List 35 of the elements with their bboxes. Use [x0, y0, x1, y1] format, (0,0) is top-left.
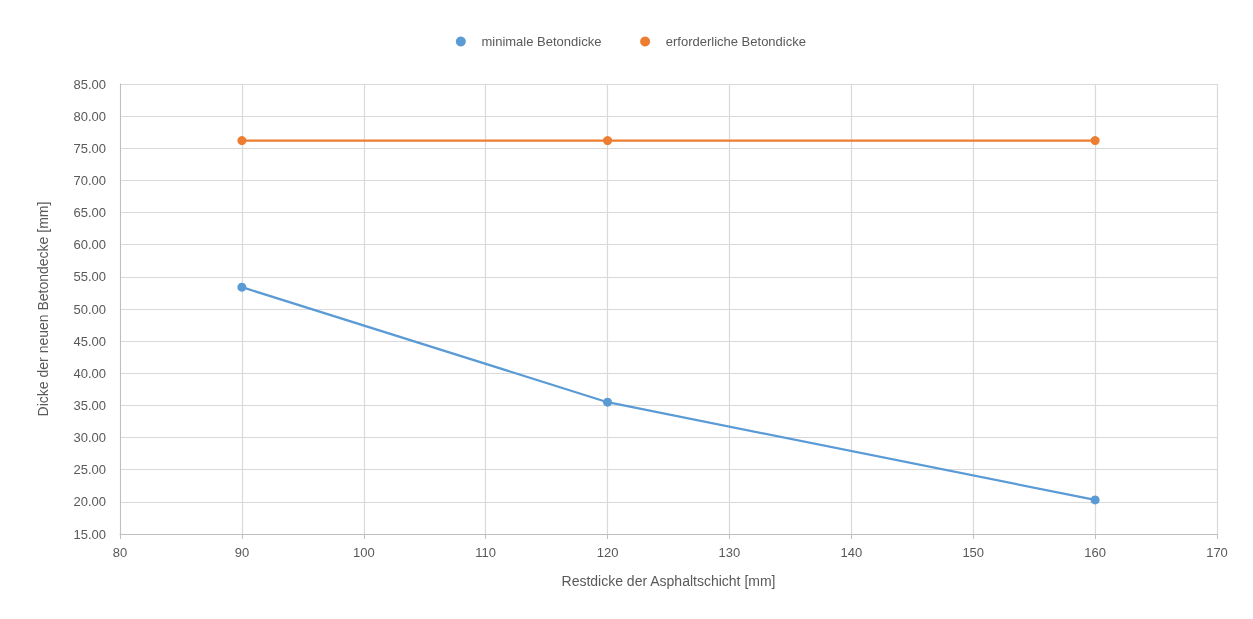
point: [1090, 495, 1100, 505]
point: [237, 136, 247, 146]
y-tick-label: 35.00: [73, 397, 106, 413]
y-tick-label: 70.00: [73, 172, 106, 188]
point: [237, 282, 247, 292]
x-axis-title: Restdicke der Asphaltschicht [mm]: [561, 573, 776, 589]
legend-label: minimale Betondicke: [481, 34, 602, 49]
legend-label: erforderliche Betondicke: [665, 34, 806, 49]
y-tick-label: 85.00: [73, 76, 106, 92]
x-tick-label: 160: [1084, 545, 1106, 560]
y-tick-label: 65.00: [73, 205, 106, 221]
x-tick-label: 170: [1206, 545, 1228, 560]
y-tick-label: 80.00: [73, 108, 106, 124]
x-tick-label: 120: [596, 545, 619, 560]
x-tick-label: 100: [352, 545, 375, 560]
y-tick-label: 50.00: [73, 301, 106, 317]
y-tick-label: 20.00: [73, 494, 106, 510]
y-tick-label: 45.00: [73, 333, 106, 349]
x-tick-label: 150: [962, 545, 985, 560]
point: [603, 397, 613, 407]
x-tick-label: 110: [475, 545, 497, 560]
x-tick-label: 80: [112, 545, 128, 560]
y-tick-label: 75.00: [73, 140, 106, 156]
x-tick-label: 90: [234, 545, 250, 560]
y-tick-label: 30.00: [73, 430, 106, 446]
y-axis-title: Dicke der neuen Betondecke [mm]: [35, 201, 51, 417]
x-tick-label: 130: [718, 545, 741, 560]
y-tick-label: 40.00: [73, 365, 106, 381]
y-tick-label: 55.00: [73, 269, 106, 285]
point: [603, 136, 613, 146]
y-tick-label: 15.00: [73, 526, 106, 542]
x-tick-label: 140: [840, 545, 863, 560]
y-tick-label: 60.00: [73, 237, 106, 253]
point: [1090, 136, 1100, 146]
y-tick-label: 25.00: [73, 462, 106, 478]
